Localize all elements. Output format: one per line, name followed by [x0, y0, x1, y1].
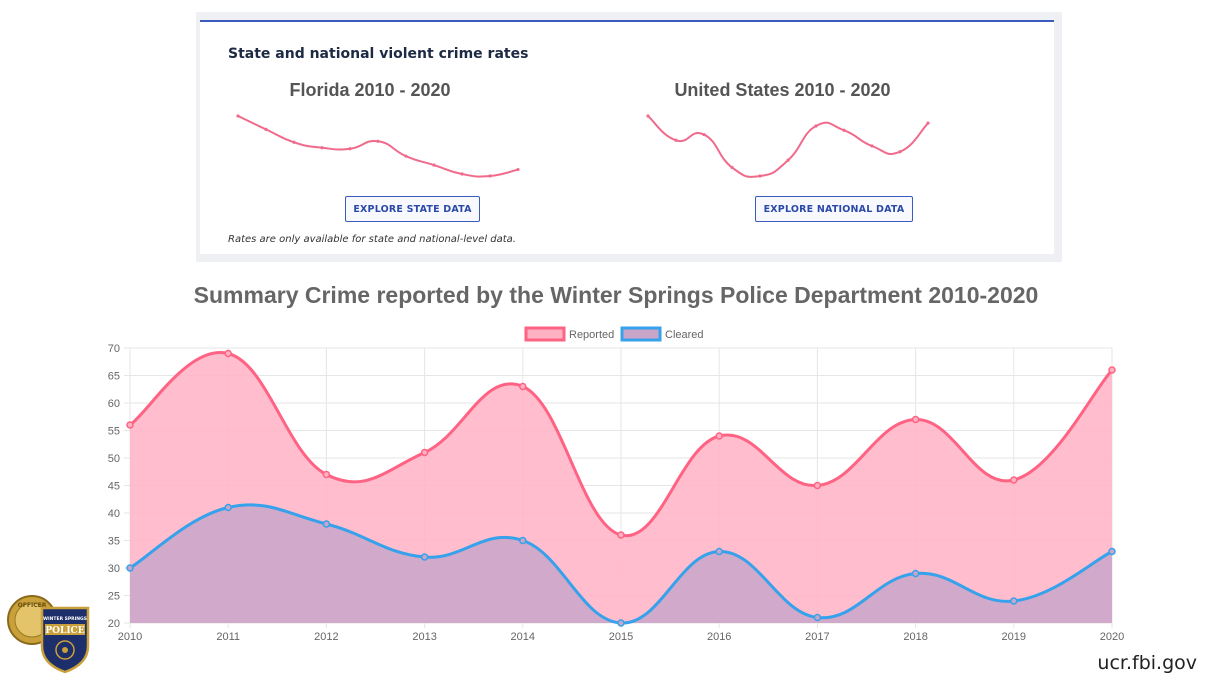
- series-line-cleared: [129, 503, 1113, 625]
- sparkline-point: [432, 163, 436, 167]
- x-tick-label: 2015: [609, 631, 633, 643]
- x-tick-label: 2020: [1100, 631, 1124, 643]
- sparkline-point: [516, 167, 520, 172]
- sparkline-point: [702, 132, 706, 137]
- sparkline-point: [814, 124, 818, 128]
- data-point-reported[interactable]: [224, 349, 232, 358]
- data-point-reported[interactable]: [911, 415, 920, 424]
- sparkline-point: [320, 146, 324, 150]
- chart-title: Summary Crime reported by the Winter Spr…: [193, 282, 1039, 308]
- rates-card: State and national violent crime rates F…: [200, 20, 1054, 254]
- badge-dept-text: WINTER SPRINGS: [43, 616, 87, 622]
- sparkline-point: [898, 150, 902, 154]
- data-point-cleared[interactable]: [420, 553, 429, 561]
- data-point-reported[interactable]: [322, 470, 331, 479]
- x-tick-label: 2012: [314, 631, 338, 643]
- data-point-cleared[interactable]: [1108, 547, 1116, 556]
- data-point-cleared[interactable]: [322, 520, 331, 528]
- badge-police-text: POLICE: [45, 626, 84, 636]
- rates-panel: State and national violent crime rates F…: [196, 12, 1062, 262]
- legend-swatch-reported[interactable]: [524, 326, 566, 342]
- sparkline-point: [460, 172, 464, 176]
- y-tick-label: 50: [108, 453, 120, 465]
- sparkline-point: [786, 158, 790, 162]
- data-point-cleared[interactable]: [911, 569, 920, 578]
- y-tick-label: 45: [108, 481, 120, 493]
- data-point-cleared[interactable]: [715, 547, 723, 556]
- rates-note: Rates are only available for state and n…: [228, 234, 516, 245]
- sparkline-point: [404, 154, 408, 158]
- data-point-reported[interactable]: [813, 481, 822, 490]
- y-tick-label: 65: [108, 371, 120, 383]
- y-tick-label: 20: [108, 618, 120, 630]
- data-point-reported[interactable]: [420, 448, 429, 457]
- x-tick-label: 2013: [412, 631, 436, 643]
- data-point-cleared[interactable]: [126, 564, 134, 572]
- badge-officer-text: OFFICER: [18, 602, 47, 609]
- data-point-reported[interactable]: [715, 432, 723, 440]
- florida-chart-title: Florida 2010 - 2020: [289, 80, 451, 100]
- x-tick-label: 2016: [707, 631, 731, 643]
- national-sparkline: [646, 114, 930, 178]
- x-tick-label: 2011: [216, 631, 240, 643]
- sparkline-point: [376, 139, 380, 143]
- x-tick-label: 2017: [805, 631, 829, 643]
- national-chart-title: United States 2010 - 2020: [674, 80, 891, 100]
- data-point-reported[interactable]: [519, 382, 527, 391]
- x-tick-label: 2014: [511, 631, 535, 643]
- police-badge-logo: OFFICER WINTER SPRINGS POLICE: [7, 595, 90, 674]
- explore-state-data-button[interactable]: EXPLORE STATE DATA: [345, 196, 480, 222]
- sparkline-path: [237, 115, 519, 178]
- sparkline-point: [674, 138, 678, 142]
- x-tick-label: 2010: [118, 631, 142, 643]
- sparkline-point: [926, 121, 930, 125]
- y-tick-label: 35: [108, 536, 120, 548]
- y-tick-label: 70: [108, 343, 120, 355]
- data-point-cleared[interactable]: [617, 619, 625, 627]
- sparkline-point: [348, 147, 352, 151]
- police-shield-icon: WINTER SPRINGS POLICE: [40, 606, 90, 674]
- data-point-cleared[interactable]: [1010, 597, 1018, 605]
- sparkline-point: [236, 114, 240, 118]
- data-point-reported[interactable]: [1010, 476, 1018, 484]
- rates-card-title: State and national violent crime rates: [228, 46, 529, 62]
- explore-national-data-button[interactable]: EXPLORE NATIONAL DATA: [755, 196, 913, 222]
- x-tick-label: 2018: [903, 631, 927, 643]
- legend-label-reported[interactable]: Reported: [569, 329, 614, 341]
- sparkline-point: [758, 174, 762, 178]
- sparkline-point: [870, 144, 874, 148]
- florida-sparkline: [236, 114, 520, 178]
- y-tick-label: 30: [108, 563, 120, 575]
- y-tick-label: 60: [108, 398, 120, 410]
- series-area-cleared: [130, 504, 1112, 624]
- data-point-reported[interactable]: [1108, 366, 1116, 374]
- y-tick-label: 25: [108, 591, 120, 603]
- legend-swatch-cleared[interactable]: [620, 326, 662, 342]
- sparkline-point: [730, 165, 734, 170]
- data-point-reported[interactable]: [617, 531, 625, 539]
- sparkline-path: [647, 115, 929, 178]
- y-tick-label: 55: [108, 426, 120, 438]
- data-point-reported[interactable]: [126, 421, 134, 429]
- sparkline-point: [646, 114, 650, 118]
- sparkline-point: [842, 128, 846, 132]
- source-url: ucr.fbi.gov: [1097, 652, 1197, 674]
- sparkline-point: [264, 127, 268, 131]
- x-tick-label: 2019: [1002, 631, 1026, 643]
- y-tick-label: 40: [108, 508, 120, 520]
- sparkline-point: [292, 140, 296, 144]
- data-point-cleared[interactable]: [519, 536, 527, 545]
- legend-label-cleared[interactable]: Cleared: [665, 329, 704, 341]
- data-point-cleared[interactable]: [813, 613, 822, 622]
- data-point-cleared[interactable]: [224, 503, 232, 512]
- sparkline-point: [488, 174, 492, 178]
